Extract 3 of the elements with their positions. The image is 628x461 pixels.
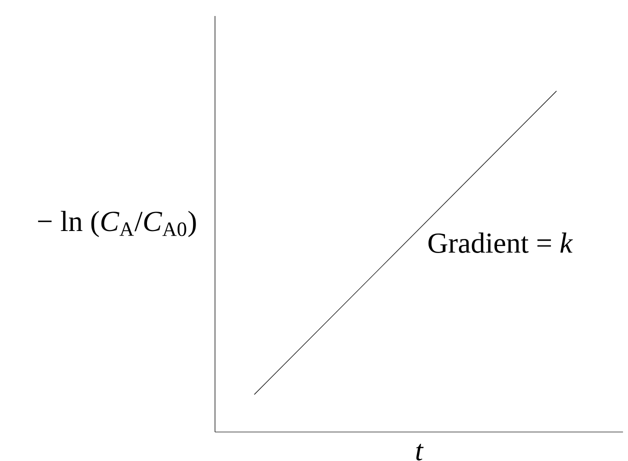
x-axis-title: t	[416, 444, 424, 460]
y-axis-title: − ln (C$_{A}$/C$_{A0}$)	[38, 210, 196, 238]
annotation: Gradient = k	[428, 232, 573, 253]
